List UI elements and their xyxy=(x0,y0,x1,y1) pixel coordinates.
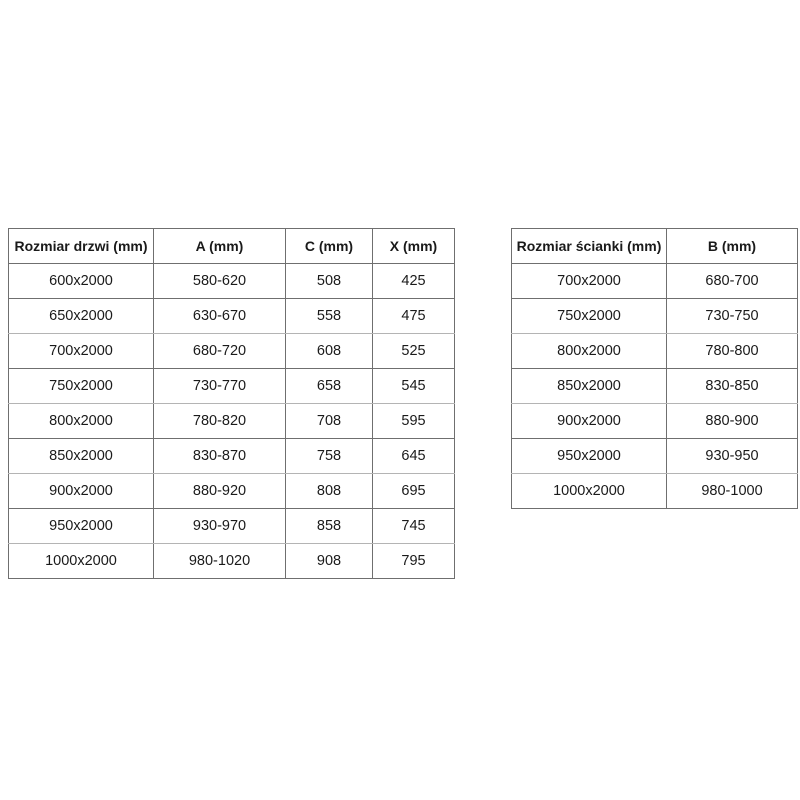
wall-panel-size-table-body: 700x2000 680-700 750x2000 730-750 800x20… xyxy=(511,263,798,509)
column-header-wall-size: Rozmiar ścianki (mm) xyxy=(511,228,667,264)
cell-x: 475 xyxy=(372,298,455,334)
door-size-table-body: 600x2000 580-620 508 425 650x2000 630-67… xyxy=(8,263,455,579)
cell-a: 980-1020 xyxy=(153,543,286,579)
cell-b: 880-900 xyxy=(666,403,798,439)
table-row: 750x2000 730-770 658 545 xyxy=(8,368,455,404)
door-size-table-header: Rozmiar drzwi (mm) A (mm) C (mm) X (mm) xyxy=(8,228,455,264)
cell-a: 580-620 xyxy=(153,263,286,299)
cell-x: 545 xyxy=(372,368,455,404)
wall-panel-size-table: Rozmiar ścianki (mm) B (mm) 700x2000 680… xyxy=(511,228,798,509)
column-header-a: A (mm) xyxy=(153,228,286,264)
cell-door-size: 1000x2000 xyxy=(8,543,154,579)
cell-a: 780-820 xyxy=(153,403,286,439)
cell-a: 830-870 xyxy=(153,438,286,474)
wall-panel-size-table-header: Rozmiar ścianki (mm) B (mm) xyxy=(511,228,798,264)
cell-wall-size: 700x2000 xyxy=(511,263,667,299)
column-header-b: B (mm) xyxy=(666,228,798,264)
cell-c: 758 xyxy=(285,438,373,474)
cell-c: 858 xyxy=(285,508,373,544)
cell-wall-size: 850x2000 xyxy=(511,368,667,404)
column-header-c: C (mm) xyxy=(285,228,373,264)
table-row: 900x2000 880-900 xyxy=(511,403,798,439)
table-row: 700x2000 680-720 608 525 xyxy=(8,333,455,369)
table-row: 750x2000 730-750 xyxy=(511,298,798,334)
table-header-row: Rozmiar drzwi (mm) A (mm) C (mm) X (mm) xyxy=(8,228,455,264)
cell-a: 630-670 xyxy=(153,298,286,334)
cell-c: 908 xyxy=(285,543,373,579)
cell-c: 658 xyxy=(285,368,373,404)
cell-b: 780-800 xyxy=(666,333,798,369)
column-header-x: X (mm) xyxy=(372,228,455,264)
cell-c: 808 xyxy=(285,473,373,509)
table-row: 950x2000 930-950 xyxy=(511,438,798,474)
door-size-table: Rozmiar drzwi (mm) A (mm) C (mm) X (mm) … xyxy=(8,228,455,579)
table-row: 800x2000 780-800 xyxy=(511,333,798,369)
cell-wall-size: 750x2000 xyxy=(511,298,667,334)
cell-x: 595 xyxy=(372,403,455,439)
cell-b: 730-750 xyxy=(666,298,798,334)
table-row: 950x2000 930-970 858 745 xyxy=(8,508,455,544)
column-header-door-size: Rozmiar drzwi (mm) xyxy=(8,228,154,264)
cell-a: 880-920 xyxy=(153,473,286,509)
cell-c: 708 xyxy=(285,403,373,439)
table-row: 700x2000 680-700 xyxy=(511,263,798,299)
cell-wall-size: 950x2000 xyxy=(511,438,667,474)
cell-door-size: 800x2000 xyxy=(8,403,154,439)
table-row: 600x2000 580-620 508 425 xyxy=(8,263,455,299)
cell-c: 508 xyxy=(285,263,373,299)
table-row: 1000x2000 980-1000 xyxy=(511,473,798,509)
cell-c: 608 xyxy=(285,333,373,369)
cell-door-size: 600x2000 xyxy=(8,263,154,299)
cell-wall-size: 800x2000 xyxy=(511,333,667,369)
table-row: 650x2000 630-670 558 475 xyxy=(8,298,455,334)
cell-wall-size: 1000x2000 xyxy=(511,473,667,509)
cell-x: 695 xyxy=(372,473,455,509)
cell-a: 730-770 xyxy=(153,368,286,404)
cell-door-size: 650x2000 xyxy=(8,298,154,334)
cell-x: 795 xyxy=(372,543,455,579)
cell-b: 680-700 xyxy=(666,263,798,299)
cell-x: 425 xyxy=(372,263,455,299)
table-row: 800x2000 780-820 708 595 xyxy=(8,403,455,439)
cell-a: 930-970 xyxy=(153,508,286,544)
cell-x: 745 xyxy=(372,508,455,544)
table-header-row: Rozmiar ścianki (mm) B (mm) xyxy=(511,228,798,264)
cell-door-size: 850x2000 xyxy=(8,438,154,474)
cell-c: 558 xyxy=(285,298,373,334)
table-row: 850x2000 830-850 xyxy=(511,368,798,404)
cell-door-size: 750x2000 xyxy=(8,368,154,404)
cell-b: 980-1000 xyxy=(666,473,798,509)
table-row: 1000x2000 980-1020 908 795 xyxy=(8,543,455,579)
cell-x: 525 xyxy=(372,333,455,369)
cell-door-size: 950x2000 xyxy=(8,508,154,544)
cell-wall-size: 900x2000 xyxy=(511,403,667,439)
cell-door-size: 900x2000 xyxy=(8,473,154,509)
table-row: 850x2000 830-870 758 645 xyxy=(8,438,455,474)
table-row: 900x2000 880-920 808 695 xyxy=(8,473,455,509)
cell-b: 830-850 xyxy=(666,368,798,404)
cell-door-size: 700x2000 xyxy=(8,333,154,369)
cell-b: 930-950 xyxy=(666,438,798,474)
cell-a: 680-720 xyxy=(153,333,286,369)
cell-x: 645 xyxy=(372,438,455,474)
